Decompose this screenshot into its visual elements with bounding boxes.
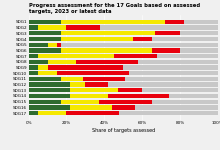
Bar xyxy=(38,54,114,58)
Bar xyxy=(61,48,152,52)
Bar xyxy=(48,43,57,47)
Bar xyxy=(70,88,117,92)
Bar xyxy=(76,60,138,64)
Bar xyxy=(29,105,70,110)
Bar xyxy=(48,60,76,64)
Bar xyxy=(29,65,38,70)
Bar xyxy=(29,20,61,24)
Bar xyxy=(70,94,108,98)
Bar xyxy=(61,20,165,24)
Bar xyxy=(169,94,218,98)
Bar xyxy=(57,43,61,47)
Bar xyxy=(119,111,218,115)
Bar xyxy=(29,77,61,81)
Bar xyxy=(29,94,70,98)
Bar xyxy=(29,26,38,30)
Bar xyxy=(142,88,218,92)
Bar xyxy=(135,105,218,110)
Bar xyxy=(108,94,169,98)
Bar xyxy=(138,60,218,64)
Bar xyxy=(29,60,48,64)
Bar xyxy=(99,100,152,104)
Bar xyxy=(112,105,135,110)
Bar xyxy=(29,48,61,52)
Bar xyxy=(38,71,57,75)
Bar xyxy=(66,26,101,30)
Bar xyxy=(117,88,142,92)
Bar xyxy=(57,71,129,75)
Bar xyxy=(180,48,218,52)
Bar xyxy=(38,111,66,115)
Bar xyxy=(157,54,218,58)
Bar xyxy=(29,31,61,35)
Bar xyxy=(108,82,218,87)
Bar xyxy=(29,88,70,92)
Bar xyxy=(184,20,218,24)
Bar xyxy=(114,54,157,58)
Bar xyxy=(66,111,119,115)
Bar xyxy=(61,37,133,41)
Bar xyxy=(29,82,70,87)
Bar xyxy=(83,77,125,81)
Bar xyxy=(165,20,184,24)
Bar xyxy=(29,37,61,41)
Bar xyxy=(152,100,218,104)
Bar xyxy=(61,100,99,104)
Bar xyxy=(125,77,218,81)
Bar xyxy=(29,43,48,47)
Bar xyxy=(38,26,66,30)
X-axis label: Share of targets assessed: Share of targets assessed xyxy=(92,128,155,133)
Bar xyxy=(85,82,108,87)
Bar xyxy=(29,71,38,75)
Bar xyxy=(152,37,218,41)
Bar xyxy=(152,48,180,52)
Bar xyxy=(129,71,218,75)
Bar xyxy=(29,54,38,58)
Bar xyxy=(48,65,123,70)
Bar xyxy=(133,37,152,41)
Bar xyxy=(155,31,180,35)
Bar xyxy=(101,26,218,30)
Bar xyxy=(29,100,61,104)
Bar xyxy=(61,31,155,35)
Bar xyxy=(38,65,48,70)
Bar xyxy=(29,111,38,115)
Bar xyxy=(180,31,218,35)
Bar xyxy=(70,82,85,87)
Text: Progress assessment for the 17 Goals based on assessed targets, 2023 or latest d: Progress assessment for the 17 Goals bas… xyxy=(29,3,200,14)
Bar xyxy=(61,77,83,81)
Bar xyxy=(123,65,218,70)
Bar xyxy=(61,43,218,47)
Bar xyxy=(70,105,112,110)
